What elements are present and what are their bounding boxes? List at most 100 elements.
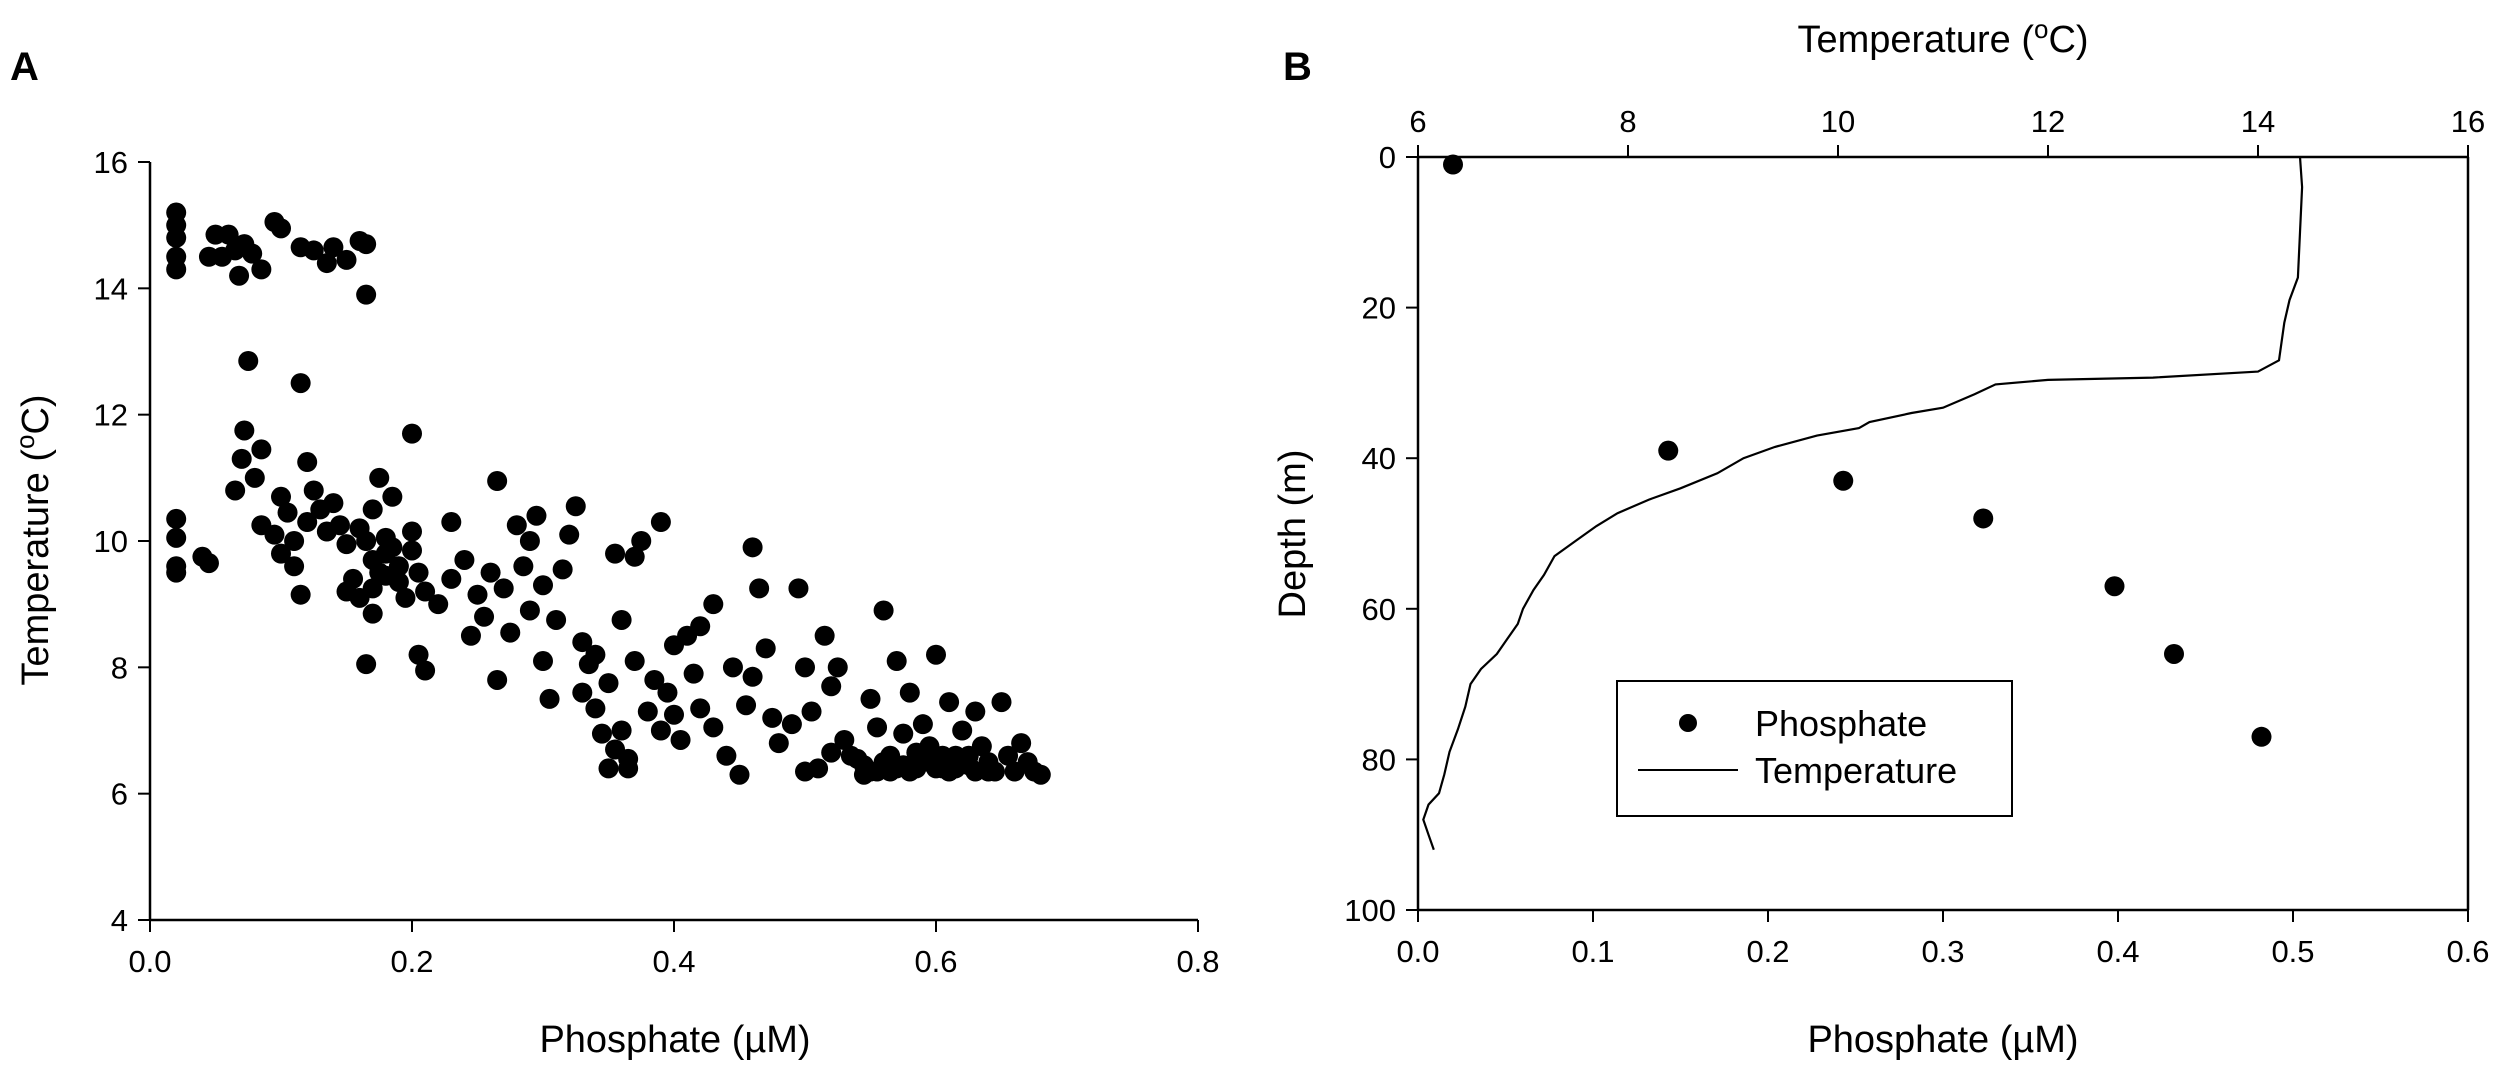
panel-b-top-tick-label: 12 (2031, 104, 2065, 139)
panel-a-data-point (487, 669, 508, 690)
panel-a-data-point (742, 537, 763, 558)
panel-a-data-point (991, 692, 1012, 713)
panel-a-data-point (788, 578, 809, 599)
panel-a-data-point (408, 644, 429, 665)
panel-a-data-point (690, 616, 711, 637)
panel-a-data-point (821, 742, 842, 763)
panel-a-data-point (303, 480, 324, 501)
panel-a-data-point (814, 625, 835, 646)
panel-a-data-point (998, 745, 1019, 766)
panel-b-bottom-axis-title: Phosphate (µM) (1807, 1019, 2078, 1061)
legend-phosphate-label: Phosphate (1755, 703, 1927, 744)
panel-a-data-point (605, 543, 626, 564)
temperature-profile-line (1422, 156, 2304, 851)
panel-a-data-point (454, 549, 475, 570)
panel-a-data-point (932, 745, 953, 766)
phosphate-data-point (2251, 726, 2272, 747)
panel-b-y-axis-title: Depth (m) (1272, 450, 1314, 619)
panel-a-data-point (559, 524, 580, 545)
phosphate-data-point (1973, 508, 1994, 529)
panel-a-data-point (533, 575, 553, 596)
panel-a-y-tick-label: 16 (94, 145, 128, 180)
panel-a-data-point (912, 714, 933, 735)
panel-a-x-tick-label: 0.2 (390, 944, 433, 979)
panel-b-bottom-tick-label: 0.5 (2271, 934, 2314, 969)
panel-a-data-point (336, 534, 357, 555)
panel-a-data-point (611, 720, 632, 741)
panel-a-data-point (926, 644, 946, 665)
panel-b-letter: B (1283, 45, 1312, 89)
panel-a-data-point (834, 729, 855, 750)
panel-a-data-point (323, 493, 344, 514)
panel-a-data-point (467, 584, 488, 605)
panel-a-data-point (598, 673, 619, 694)
panel-a-data-point (683, 663, 704, 684)
panel-a-data-point (198, 553, 219, 574)
phosphate-data-point (2104, 576, 2125, 597)
phosphate-data-point (1833, 470, 1854, 491)
panel-a-data-point (637, 701, 658, 722)
panel-a-data-point (965, 701, 986, 722)
panel-a-data-point (821, 676, 842, 697)
panel-a-y-tick-label: 12 (94, 398, 128, 433)
panel-a-data-point (533, 651, 553, 672)
panel-a-data-point (795, 761, 815, 782)
panel-a-data-point (736, 695, 757, 716)
panel-a-y-title-sup: o (10, 435, 40, 449)
panel-a-y-axis-title: Temperature (oC) (10, 394, 57, 685)
panel-b-bottom-tick-label: 0.3 (1921, 934, 1964, 969)
phosphate-data-point (1443, 154, 1463, 175)
panel-b-bottom-tick-label: 0.0 (1396, 934, 1439, 969)
panel-a-y-title-main: Temperature ( (15, 449, 57, 686)
panel-a-data-point (506, 515, 527, 536)
panel-a-data-point (768, 733, 789, 754)
panel-a-data-point (238, 350, 259, 371)
legend-temperature-label: Temperature (1755, 750, 1957, 791)
panel-b-top-title-main: Temperature ( (1797, 19, 2034, 61)
panel-a-data-point (703, 717, 724, 738)
panel-a-data-point (939, 692, 960, 713)
panel-a-data-point (690, 698, 711, 719)
panel-b-y-tick-label: 100 (1344, 893, 1396, 928)
panel-a-data-point (402, 423, 422, 444)
panel-a-data-point (487, 470, 508, 491)
panel-b-y-tick-label: 0 (1379, 140, 1396, 175)
panel-a-data-point (978, 761, 999, 782)
panel-a-data-point (952, 720, 973, 741)
panel-a-x-tick-label: 0.0 (128, 944, 171, 979)
panel-a-points (166, 202, 1051, 785)
panel-a-data-point (166, 562, 187, 583)
panel-a-data-point (585, 698, 606, 719)
panel-a-data-point (762, 707, 783, 728)
panel-a-data-point (303, 240, 324, 261)
panel-a-data-point (624, 546, 645, 567)
panel-b-phosphate-series (1443, 154, 2272, 747)
panel-a-data-point (244, 467, 265, 488)
panel-a-data-point (781, 714, 802, 735)
panel-a-data-point (519, 531, 540, 551)
panel-a-x-axis-title: Phosphate (µM) (539, 1019, 810, 1061)
panel-a-data-point (519, 600, 540, 621)
panel-b-bottom-tick-label: 0.2 (1746, 934, 1789, 969)
panel-a-data-point (251, 259, 272, 280)
panel-b-y-tick-label: 80 (1362, 742, 1396, 777)
panel-a-data-point (343, 568, 364, 589)
panel-a-data-point (166, 508, 187, 529)
panel-a-data-point (415, 660, 436, 681)
panel-a-data-point (624, 651, 645, 672)
panel-a-data-point (611, 609, 632, 630)
panel-a-data-point (755, 638, 776, 659)
panel-a-y-ticks: 4 6 8 10 12 14 16 (94, 145, 150, 938)
panel-a-data-point (356, 654, 377, 675)
panel-a-data-point (591, 723, 612, 744)
panel-a-data-point (428, 594, 449, 615)
panel-a-data-point (166, 227, 187, 248)
panel-a-data-point (867, 761, 888, 782)
panel-a-data-point (474, 606, 495, 627)
panel-a-data-point (290, 373, 311, 394)
panel-a-data-point (251, 439, 272, 460)
panel-a-data-point (408, 562, 429, 583)
phosphate-data-point (2164, 643, 2184, 664)
panel-b-legend: Phosphate Temperature (1616, 680, 2013, 817)
